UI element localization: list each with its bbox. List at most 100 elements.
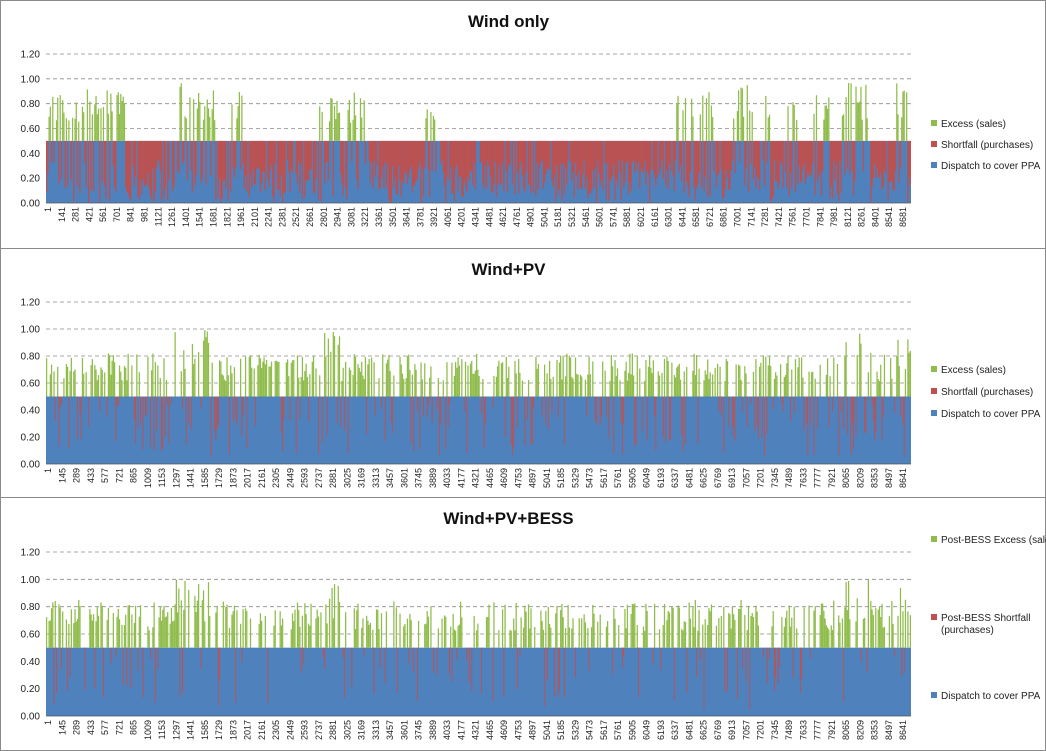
x-tick-label: 2161	[257, 468, 267, 488]
x-tick-label: 2241	[264, 207, 274, 227]
x-tick-label: 7633	[798, 468, 808, 488]
x-tick-label: 1009	[143, 468, 153, 488]
x-tick-label: 5761	[613, 720, 623, 740]
x-tick-label: 3889	[428, 468, 438, 488]
x-tick-label: 1	[43, 720, 53, 725]
x-tick-label: 145	[57, 720, 67, 735]
x-tick-label: 2305	[271, 468, 281, 488]
x-tick-label: 4897	[528, 468, 538, 488]
y-tick-label: 0.40	[21, 149, 41, 160]
x-tick-label: 3745	[414, 720, 424, 740]
x-tick-label: 7561	[788, 207, 798, 227]
x-tick-label: 6625	[699, 468, 709, 488]
series-shortfall	[53, 647, 905, 710]
legend-swatch	[931, 410, 937, 416]
x-tick-label: 7201	[756, 468, 766, 488]
x-tick-label: 145	[57, 468, 67, 483]
x-tick-label: 1729	[214, 468, 224, 488]
x-tick-label: 4201	[457, 207, 467, 227]
x-tick-label: 4465	[485, 468, 495, 488]
y-tick-label: 0.00	[21, 199, 41, 210]
series-dispatch	[46, 647, 911, 716]
x-tick-label: 281	[71, 207, 81, 222]
x-tick-label: 3169	[357, 720, 367, 740]
y-tick-label: 0.40	[21, 657, 41, 668]
chart-title: Wind+PV	[472, 260, 547, 279]
x-tick-label: 1153	[157, 468, 167, 487]
x-tick-label: 5329	[570, 468, 580, 488]
x-tick-label: 6581	[691, 207, 701, 227]
x-tick-label: 1541	[195, 207, 205, 227]
x-tick-label: 6625	[699, 720, 709, 740]
x-tick-label: 4609	[499, 720, 509, 740]
x-tick-label: 3889	[428, 720, 438, 740]
x-tick-label: 8497	[884, 720, 894, 740]
x-tick-label: 6441	[677, 207, 687, 227]
x-tick-label: 5329	[570, 720, 580, 740]
x-tick-label: 5761	[613, 468, 623, 488]
chart-svg: Wind only 0.00 0.20 0.40 0.60 0.80 1.00 1.20 1 14…	[21, 12, 1041, 227]
legend-label: Dispatch to cover PPA	[941, 409, 1041, 420]
chart-title: Wind only	[468, 12, 550, 31]
legend-label: (purchases)	[941, 625, 994, 636]
y-tick-label: 0.80	[21, 602, 41, 613]
x-tick-label: 6193	[656, 468, 666, 488]
y-tick-label: 0.40	[21, 406, 41, 417]
series-shortfall	[45, 140, 912, 203]
legend-swatch	[931, 614, 937, 620]
x-tick-label: 5041	[539, 207, 549, 227]
x-tick-label: 6481	[684, 720, 694, 740]
y-tick-label: 1.00	[21, 575, 41, 586]
x-tick-label: 2521	[291, 207, 301, 227]
x-tick-label: 1	[43, 468, 53, 473]
x-tick-label: 721	[114, 468, 124, 483]
legend-label: Dispatch to cover PPA	[941, 161, 1041, 172]
x-tick-label: 8541	[884, 207, 894, 227]
x-tick-label: 1297	[171, 720, 181, 740]
x-tick-label: 8065	[841, 468, 851, 488]
x-tick-label: 1009	[143, 720, 153, 740]
x-tick-label: 701	[112, 207, 122, 222]
legend-swatch	[931, 141, 937, 147]
x-tick-label: 3921	[429, 207, 439, 227]
y-tick-label: 0.20	[21, 174, 41, 185]
legend-swatch	[931, 366, 937, 372]
y-tick-label: 1.00	[21, 325, 41, 336]
x-tick-label: 3169	[357, 468, 367, 488]
x-tick-label: 1585	[200, 468, 210, 488]
chart-title: Wind+PV+BESS	[443, 509, 573, 528]
x-tick-label: 4177	[456, 468, 466, 488]
x-tick-label: 7489	[784, 468, 794, 488]
x-tick-label: 5185	[556, 720, 566, 740]
x-tick-label: 4321	[471, 468, 481, 488]
x-tick-label: 577	[100, 720, 110, 735]
x-tick-label: 2449	[285, 468, 295, 488]
x-tick-label: 577	[100, 468, 110, 483]
x-tick-label: 2941	[333, 207, 343, 227]
y-tick-label: 1.20	[21, 50, 41, 61]
x-tick-label: 6049	[642, 720, 652, 740]
x-tick-label: 6337	[670, 468, 680, 488]
x-tick-label: 2381	[277, 207, 287, 227]
x-tick-label: 2737	[314, 720, 324, 740]
x-tick-label: 4465	[485, 720, 495, 740]
x-tick-label: 7201	[756, 720, 766, 740]
x-tick-label: 4761	[512, 207, 522, 227]
series-excess	[45, 579, 912, 648]
x-tick-label: 561	[98, 207, 108, 222]
x-tick-label: 2017	[243, 468, 253, 488]
x-tick-label: 6193	[656, 720, 666, 740]
x-tick-label: 3313	[371, 468, 381, 488]
x-tick-label: 289	[72, 720, 82, 735]
x-tick-label: 7281	[760, 207, 770, 227]
x-tick-label: 2593	[300, 468, 310, 488]
x-tick-label: 4033	[442, 720, 452, 740]
x-tick-label: 4321	[471, 720, 481, 740]
x-tick-label: 1729	[214, 720, 224, 740]
x-tick-label: 8209	[855, 720, 865, 740]
x-tick-label: 1681	[208, 207, 218, 227]
x-tick-label: 1821	[222, 207, 232, 227]
x-tick-label: 8261	[857, 207, 867, 227]
x-tick-label: 4061	[443, 207, 453, 227]
